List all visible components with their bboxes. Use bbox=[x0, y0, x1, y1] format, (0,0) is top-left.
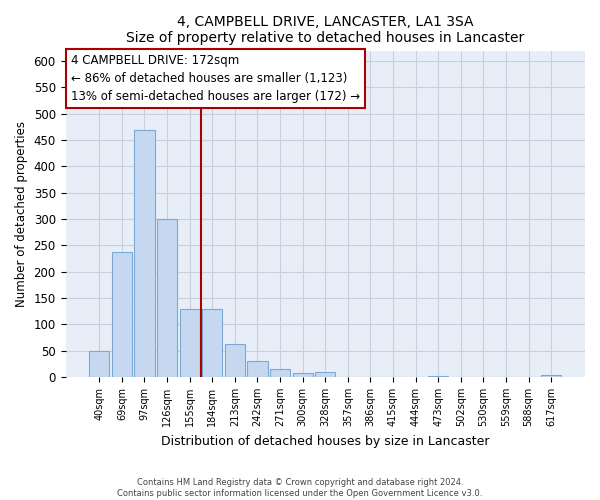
Bar bbox=[89, 350, 109, 377]
Title: 4, CAMPBELL DRIVE, LANCASTER, LA1 3SA
Size of property relative to detached hous: 4, CAMPBELL DRIVE, LANCASTER, LA1 3SA Si… bbox=[126, 15, 524, 45]
Bar bbox=[428, 376, 448, 377]
X-axis label: Distribution of detached houses by size in Lancaster: Distribution of detached houses by size … bbox=[161, 434, 490, 448]
Bar bbox=[315, 372, 335, 377]
Bar bbox=[541, 376, 562, 377]
Bar bbox=[157, 219, 177, 377]
Text: 4 CAMPBELL DRIVE: 172sqm
← 86% of detached houses are smaller (1,123)
13% of sem: 4 CAMPBELL DRIVE: 172sqm ← 86% of detach… bbox=[71, 54, 360, 103]
Bar bbox=[134, 130, 155, 377]
Y-axis label: Number of detached properties: Number of detached properties bbox=[15, 121, 28, 307]
Bar bbox=[179, 308, 200, 377]
Bar bbox=[293, 373, 313, 377]
Bar bbox=[202, 308, 223, 377]
Bar bbox=[247, 362, 268, 377]
Bar bbox=[270, 368, 290, 377]
Bar bbox=[112, 252, 132, 377]
Text: Contains HM Land Registry data © Crown copyright and database right 2024.
Contai: Contains HM Land Registry data © Crown c… bbox=[118, 478, 482, 498]
Bar bbox=[225, 344, 245, 377]
